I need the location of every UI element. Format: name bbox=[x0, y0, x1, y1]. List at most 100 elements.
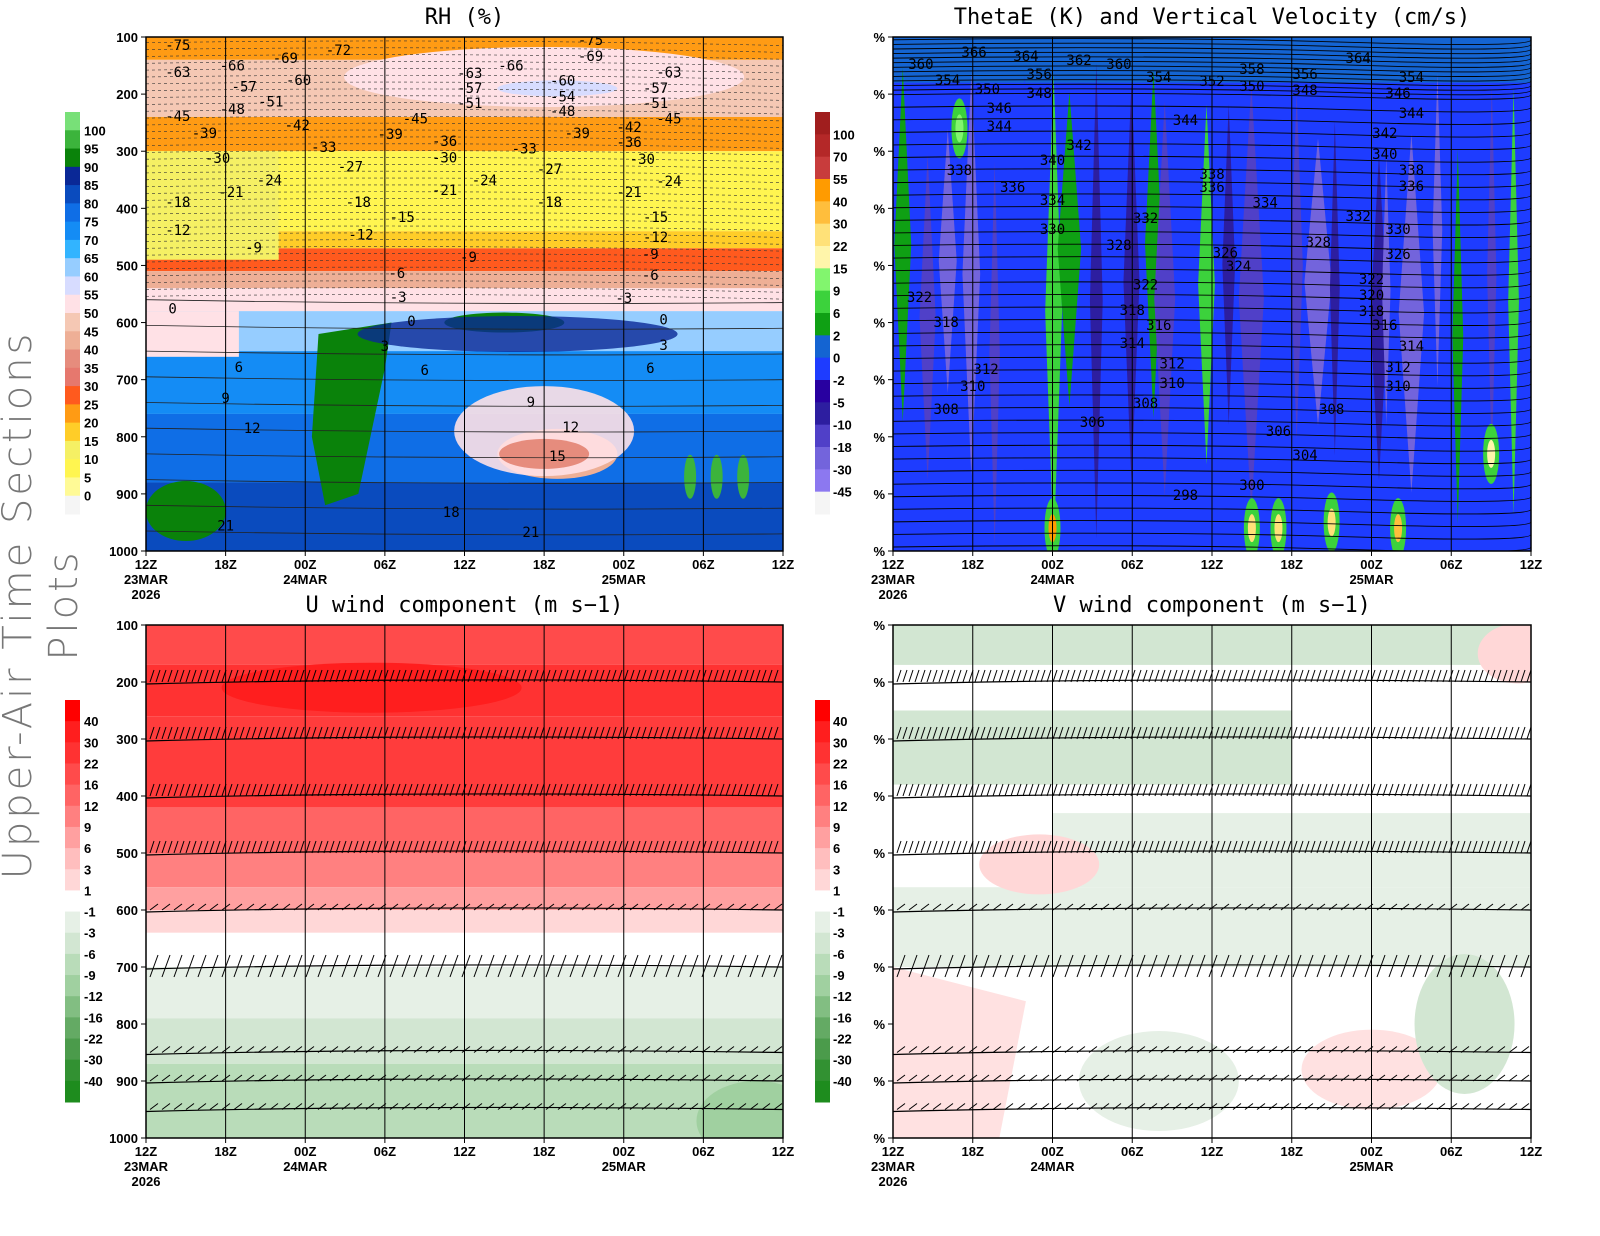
wind-barb bbox=[908, 783, 914, 797]
wind-barb bbox=[1328, 726, 1334, 740]
colorbar-label: 1 bbox=[833, 883, 840, 898]
wind-barb bbox=[197, 1046, 207, 1053]
wind-barb bbox=[209, 1074, 219, 1082]
wind-barb bbox=[671, 840, 677, 854]
wind-barb bbox=[1304, 669, 1310, 683]
wind-barb bbox=[1052, 1074, 1062, 1082]
wind-barb bbox=[725, 903, 735, 911]
wind-barb bbox=[533, 1103, 543, 1110]
wind-barb bbox=[1514, 840, 1520, 854]
wind-barb bbox=[1244, 903, 1254, 911]
y-tick-label: 900 bbox=[116, 1074, 138, 1089]
colorbar-swatch bbox=[815, 447, 830, 470]
wind-barb bbox=[1208, 669, 1214, 683]
wind-barb bbox=[353, 903, 363, 911]
wind-barb bbox=[1130, 840, 1136, 854]
wind-barb bbox=[908, 726, 914, 740]
contour-line bbox=[893, 193, 1531, 201]
contour-label: 298 bbox=[1173, 488, 1198, 504]
contour-label: 326 bbox=[1385, 247, 1410, 263]
wind-barb bbox=[1436, 1046, 1446, 1053]
wind-barb bbox=[926, 669, 932, 683]
y-tick-label: 800 bbox=[116, 430, 138, 445]
wind-barb bbox=[1478, 783, 1484, 797]
wind-barb bbox=[569, 840, 575, 854]
colorbar-swatch bbox=[815, 742, 830, 764]
wind-barb bbox=[1088, 1103, 1098, 1110]
contour-label: -30 bbox=[630, 152, 655, 168]
wind-barb bbox=[449, 954, 459, 978]
colorbar-swatch bbox=[65, 203, 80, 223]
colorbar-label: 95 bbox=[84, 142, 98, 157]
wind-barb bbox=[1226, 783, 1232, 797]
wind-barb bbox=[167, 840, 173, 854]
wind-barb bbox=[689, 954, 699, 978]
wind-barb bbox=[1142, 840, 1148, 854]
wind-barb bbox=[497, 954, 507, 978]
contour-label: 344 bbox=[987, 119, 1012, 135]
contour-line bbox=[893, 143, 1531, 151]
colorbar-label: 20 bbox=[84, 416, 98, 431]
wind-barb bbox=[335, 726, 341, 740]
wind-barb bbox=[1016, 903, 1026, 911]
wind-barb bbox=[1376, 1074, 1386, 1082]
wind-barb bbox=[1196, 1103, 1206, 1110]
wind-barb bbox=[269, 1074, 279, 1082]
wind-barb bbox=[1088, 669, 1094, 683]
wind-barb bbox=[1124, 726, 1130, 740]
wind-barb bbox=[1364, 1074, 1374, 1082]
wind-barb bbox=[1352, 1046, 1362, 1053]
wind-barb bbox=[1058, 783, 1064, 797]
contour-line bbox=[893, 507, 1531, 515]
x-tick-label: 00Z bbox=[613, 1144, 635, 1159]
wind-barb bbox=[1148, 1074, 1158, 1082]
colorbar-swatch bbox=[65, 911, 80, 934]
wind-barb bbox=[1184, 954, 1194, 978]
wind-barb bbox=[1478, 669, 1484, 683]
wind-barb bbox=[1166, 783, 1172, 797]
wind-barb bbox=[932, 1046, 942, 1053]
contour-label: -33 bbox=[311, 140, 336, 156]
contour-label: 12 bbox=[562, 420, 579, 436]
wind-barb bbox=[515, 783, 521, 797]
wind-barb bbox=[1256, 903, 1266, 911]
wind-barb bbox=[1508, 783, 1514, 797]
contour-label: 308 bbox=[1319, 402, 1344, 418]
contour-label: 358 bbox=[1239, 62, 1264, 78]
contour-line bbox=[893, 319, 1531, 326]
contour-line bbox=[893, 356, 1531, 364]
wind-barb bbox=[203, 669, 209, 683]
wind-barb bbox=[1130, 669, 1136, 683]
wind-barb bbox=[1448, 1046, 1458, 1053]
wind-barb bbox=[155, 783, 161, 797]
wind-barb bbox=[689, 903, 699, 911]
wind-barb bbox=[1280, 1103, 1290, 1110]
wind-barb bbox=[938, 840, 944, 854]
wind-barb bbox=[233, 1074, 243, 1082]
wind-barb bbox=[695, 726, 701, 740]
wind-barb bbox=[593, 1103, 603, 1110]
wind-barb bbox=[521, 1103, 531, 1110]
wind-barb bbox=[1394, 669, 1400, 683]
wind-barb bbox=[1364, 1046, 1374, 1053]
wind-barb bbox=[1514, 669, 1520, 683]
colorbar-swatch bbox=[815, 313, 830, 336]
x-tick-label: 12Z bbox=[772, 557, 794, 572]
wind-barb bbox=[1436, 954, 1446, 978]
colorbar-swatch bbox=[815, 784, 830, 807]
wind-barb bbox=[611, 783, 617, 797]
wind-barb bbox=[401, 726, 407, 740]
wind-barb bbox=[1250, 726, 1256, 740]
wind-barb bbox=[1256, 669, 1262, 683]
wind-barb-shaft bbox=[146, 793, 783, 799]
wind-barb bbox=[1232, 903, 1242, 911]
wind-barb bbox=[755, 783, 761, 797]
contour-label: -9 bbox=[245, 241, 262, 257]
wind-barb bbox=[1136, 1074, 1146, 1082]
wind-barb bbox=[1376, 954, 1386, 978]
wind-barb bbox=[761, 783, 767, 797]
wind-barb bbox=[896, 1103, 906, 1110]
wind-barb bbox=[353, 669, 359, 683]
wind-barb bbox=[1160, 903, 1170, 911]
wind-barb bbox=[539, 783, 545, 797]
